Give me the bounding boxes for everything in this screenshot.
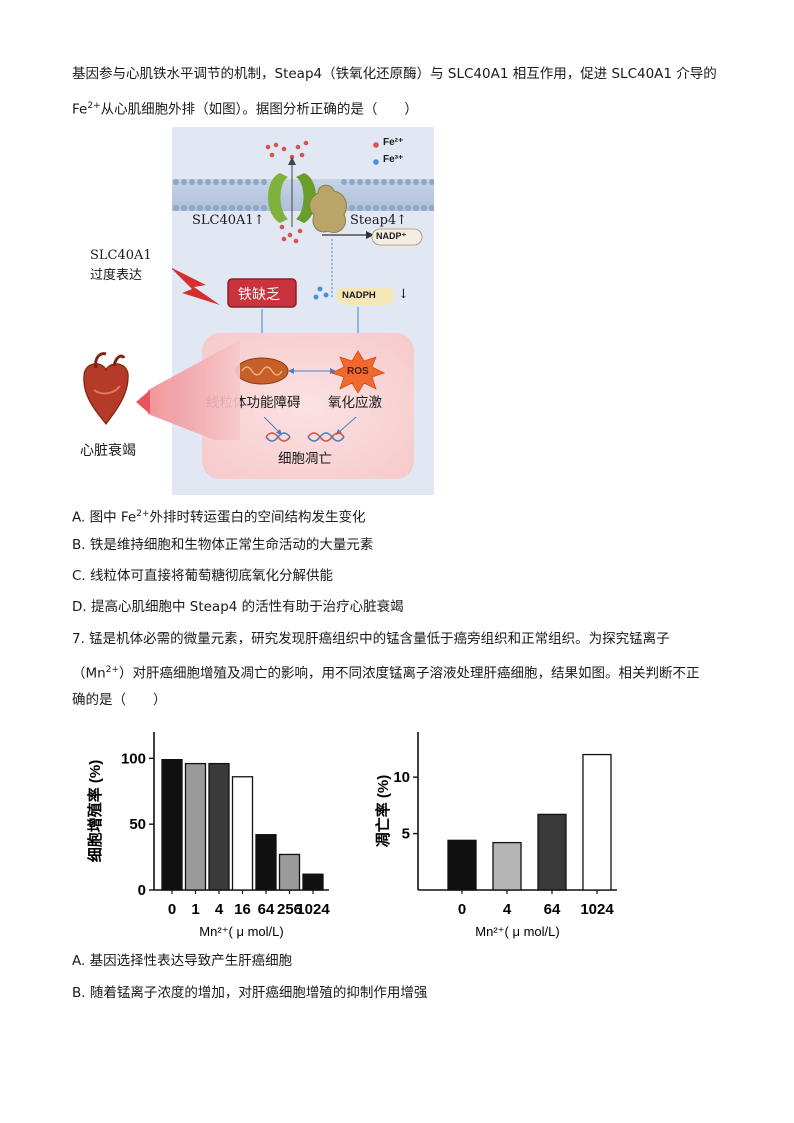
- outcome-arrowhead: [136, 390, 150, 414]
- x-tick-label: 1024: [296, 901, 330, 918]
- heart-beam-graphics: [83, 340, 240, 440]
- bar-0: [447, 839, 477, 891]
- legend-fe3: Fe³⁺: [383, 154, 404, 165]
- bar-4: [208, 762, 230, 891]
- q6-option-a-text: A. 图中 Fe: [72, 509, 137, 526]
- q6-option-a-charge: 2+: [136, 509, 150, 519]
- q6-fe-text: Fe: [72, 101, 88, 118]
- x-tick-label: 16: [234, 901, 251, 918]
- legend-fe2: Fe²⁺: [383, 137, 404, 148]
- overexpression-lightning-icon: [172, 268, 220, 305]
- x-axis-label: Mn²⁺( μ mol/L): [199, 924, 283, 939]
- heart-icon: [83, 352, 129, 426]
- x-axis-label: Mn²⁺( μ mol/L): [475, 924, 559, 939]
- y-tick-label: 50: [129, 816, 146, 833]
- steap4-label: Steap4↑: [350, 213, 408, 228]
- q6-option-a: A. 图中 Fe2+外排时转运蛋白的空间结构发生变化: [72, 504, 366, 528]
- x-tick-label: 1: [191, 901, 199, 918]
- bar-64: [537, 813, 567, 891]
- bar-16: [231, 776, 254, 891]
- ros-burst-icon: [330, 350, 386, 394]
- apoptosis-chart: 5 10 0 4 64 1024 凋亡率 (%) Mn²⁺( μ mol/L): [374, 732, 617, 939]
- q7-stem-rest: ）对肝癌细胞增殖及凋亡的影响，用不同浓度锰离子溶液处理肝癌细胞，结果如图。相关判…: [119, 665, 700, 682]
- q7-stem-line3: 确的是（ ）: [72, 692, 167, 708]
- x-tick-label: 64: [544, 901, 561, 918]
- q6-option-b: B. 铁是维持细胞和生物体正常生命活动的大量元素: [72, 537, 374, 553]
- q6-stem-rest: 从心肌细胞外排（如图）。据图分析正确的是（ ）: [100, 101, 418, 118]
- q6-option-c: C. 线粒体可直接将葡萄糖彻底氧化分解供能: [72, 568, 334, 584]
- q7-option-b: B. 随着锰离子浓度的增加，对肝癌细胞增殖的抑制作用增强: [72, 985, 428, 1001]
- nadp-label: NADP⁺: [376, 231, 407, 241]
- iron-deficiency-label: 铁缺乏: [238, 287, 280, 303]
- q7-option-a: A. 基因选择性表达导致产生肝癌细胞: [72, 953, 293, 969]
- y-tick-label: 10: [393, 769, 410, 786]
- y-tick-label: 0: [138, 882, 146, 899]
- bar-64: [255, 834, 277, 891]
- q7-mn-text: （Mn: [72, 665, 106, 682]
- y-tick-label: 5: [402, 826, 410, 843]
- slc40a1-label: SLC40A1↑: [192, 213, 265, 228]
- nadp-box: [371, 228, 423, 246]
- steap-nadp-arrowhead: [366, 231, 374, 239]
- bar-256: [278, 853, 301, 891]
- fe3-ions: [313, 286, 329, 300]
- overexpression-label-1: SLC40A1: [90, 248, 152, 263]
- dna-fragments-icon: [265, 432, 345, 442]
- y-axis-label: 细胞增殖率 (%): [86, 760, 104, 863]
- diagram-graphics: [172, 140, 434, 479]
- ros-label: ROS: [347, 366, 369, 377]
- apoptosis-label: 细胞凋亡: [278, 451, 332, 467]
- y-tick-label: 100: [121, 750, 146, 767]
- outcome-beam: [148, 340, 240, 440]
- y-axis-label: 凋亡率 (%): [374, 775, 392, 848]
- x-tick-label: 4: [215, 901, 224, 918]
- bar-1024: [302, 873, 324, 891]
- oxidative-stress-label: 氧化应激: [328, 395, 382, 411]
- q6-fe-charge: 2+: [87, 101, 101, 111]
- fe2-ions-outside: [265, 140, 309, 160]
- bar-1024: [582, 753, 612, 891]
- bar-0: [161, 759, 183, 891]
- heart-failure-label: 心脏衰竭: [80, 443, 136, 459]
- x-tick-label: 4: [503, 901, 512, 918]
- export-arrowhead: [288, 157, 296, 165]
- q6-stem-line2: Fe2+从心肌细胞外排（如图）。据图分析正确的是（ ）: [72, 96, 418, 120]
- ros-dna-arrow: [337, 416, 357, 434]
- q7-mn-charge: 2+: [105, 665, 119, 675]
- q6-option-a-rest: 外排时转运蛋白的空间结构发生变化: [149, 509, 366, 526]
- overexpression-label-2: 过度表达: [90, 268, 143, 283]
- bar-4: [492, 841, 522, 891]
- mito-ros-arrowhead-right: [330, 368, 336, 374]
- q6-option-d: D. 提高心肌细胞中 Steap4 的活性有助于治疗心脏衰竭: [72, 599, 404, 615]
- mito-ros-arrowhead-left: [288, 368, 294, 374]
- nadph-label: NADPH: [342, 290, 376, 301]
- q7-stem-line1: 7. 锰是机体必需的微量元素，研究发现肝癌组织中的锰含量低于癌旁组织和正常组织。…: [72, 631, 670, 647]
- x-tick-label: 0: [168, 901, 176, 918]
- mitochondrion-cristae: [241, 366, 283, 376]
- nadph-down-arrow: ↓: [398, 287, 409, 302]
- iron-deficiency-box: [227, 278, 297, 308]
- steap4-protein-icon: [309, 184, 347, 233]
- x-tick-label: 64: [258, 901, 275, 918]
- q6-stem-line1: 基因参与心肌铁水平调节的机制，Steap4（铁氧化还原酶）与 SLC40A1 相…: [72, 66, 717, 82]
- x-tick-label: 0: [458, 901, 466, 918]
- nadph-box: [336, 287, 394, 305]
- x-tick-label: 1024: [580, 901, 614, 918]
- fe3-legend-dot: [373, 159, 379, 165]
- fe2-legend-dot: [373, 142, 379, 148]
- x-tick-label: 256: [277, 901, 302, 918]
- bar-1: [184, 762, 207, 891]
- fe2-ions-inside: [279, 224, 303, 244]
- mito-dna-arrow: [263, 416, 281, 434]
- q7-stem-line2: （Mn2+）对肝癌细胞增殖及凋亡的影响，用不同浓度锰离子溶液处理肝癌细胞，结果如…: [72, 660, 700, 684]
